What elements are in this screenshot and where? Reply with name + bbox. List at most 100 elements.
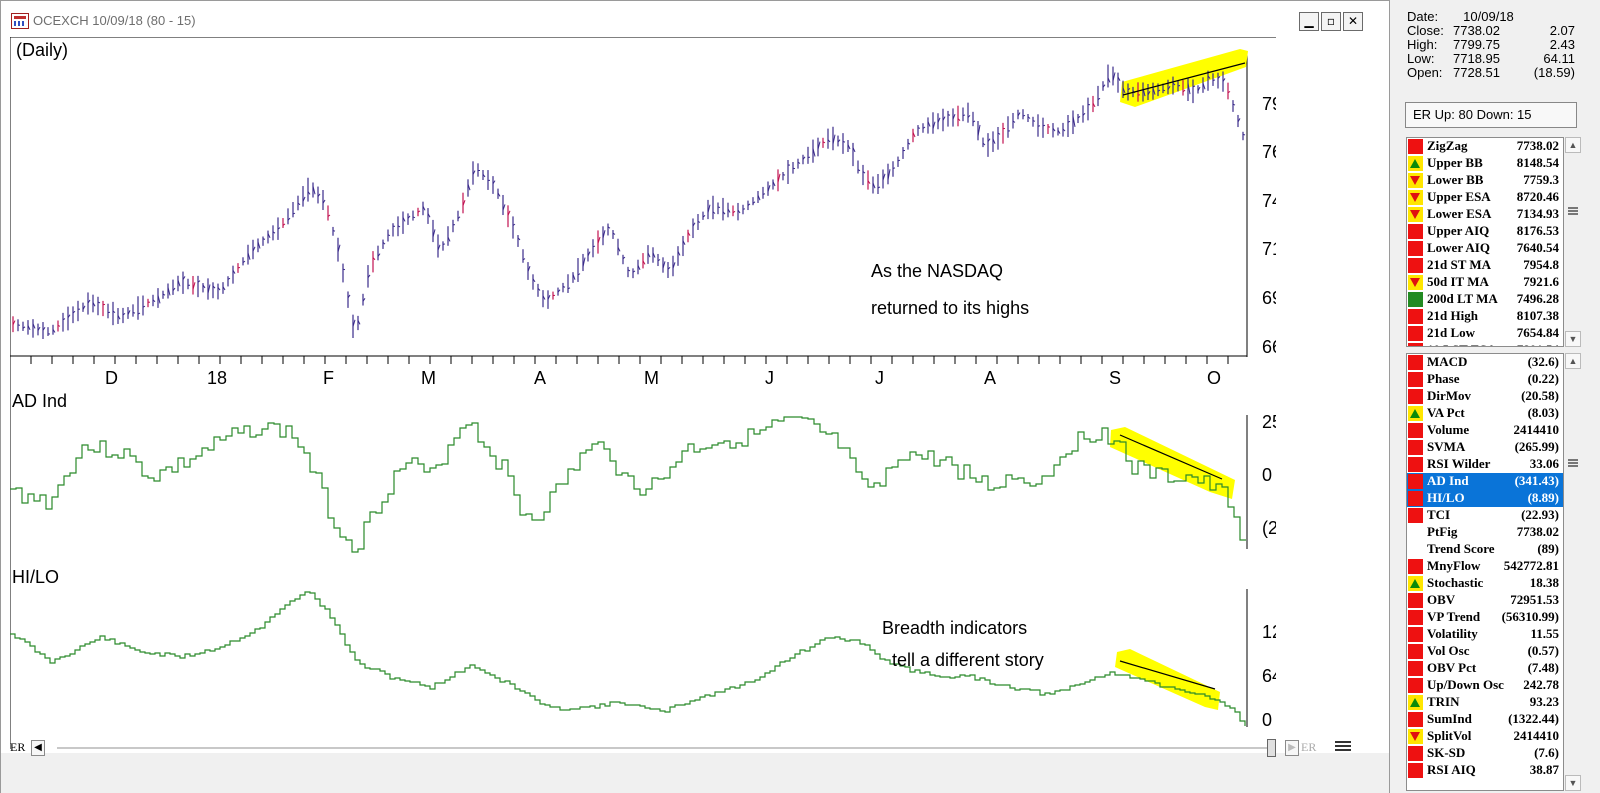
scroll-up-icon[interactable]: ▲ [1565, 353, 1581, 369]
indicator-list-bottom[interactable]: MACD (32.6) Phase (0.22) DirMov (20.58) VA Pct… [1406, 353, 1564, 791]
indicator-row[interactable]: 200d LT MA 7496.28 [1407, 291, 1563, 308]
price-bar-tick [312, 186, 316, 195]
indicator-value: 2414410 [1513, 728, 1560, 743]
indicator-value: 7496.28 [1516, 291, 1559, 306]
scroll-down-icon[interactable]: ▼ [1565, 331, 1581, 347]
indicator-row[interactable]: RSI AIQ 38.87 [1407, 762, 1563, 779]
indicator-row[interactable]: 10 LST ESA 7801.54 [1407, 342, 1563, 346]
er-label-left[interactable]: ER [10, 740, 26, 754]
scroll-grip-icon[interactable] [1568, 459, 1578, 467]
annotation-nasdaq-line2: returned to its highs [871, 298, 1029, 318]
scroll-right-button[interactable]: ▶ [1285, 740, 1299, 756]
indicator-row[interactable]: MnyFlow 542772.81 [1407, 558, 1563, 575]
price-bar-tick [987, 138, 991, 142]
price-bar-tick [302, 196, 306, 202]
price-bar-tick [157, 295, 161, 304]
indicator-row[interactable]: VP Trend (56310.99) [1407, 609, 1563, 626]
status-square-icon [1408, 258, 1423, 273]
indicator-row[interactable]: 21d ST MA 7954.8 [1407, 257, 1563, 274]
indicator-row[interactable]: Stochastic 18.38 [1407, 575, 1563, 592]
indicator-row[interactable]: Up/Down Osc 242.78 [1407, 677, 1563, 694]
indicator-row[interactable]: DirMov (20.58) [1407, 388, 1563, 405]
price-bar-tick [337, 244, 341, 253]
price-bar-tick [327, 214, 331, 217]
scroll-track[interactable] [57, 747, 1267, 749]
price-bar-tick [142, 305, 146, 308]
info-change: 2.43 [1549, 37, 1575, 52]
indicator-name: Trend Score [1427, 541, 1495, 556]
price-bar-tick [527, 266, 531, 272]
indicator-row[interactable]: HI/LO (8.89) [1407, 490, 1563, 507]
list-top-scrollbar[interactable]: ▲ ▼ [1565, 137, 1581, 347]
status-square-icon [1408, 139, 1423, 154]
price-bar-tick [152, 299, 156, 303]
price-bar-tick [937, 117, 941, 123]
indicator-row[interactable]: Volatility 11.55 [1407, 626, 1563, 643]
indicator-row[interactable]: VA Pct (8.03) [1407, 405, 1563, 422]
indicator-row[interactable]: RSI Wilder 33.06 [1407, 456, 1563, 473]
price-bar-tick [212, 285, 216, 289]
scroll-left-button[interactable]: ◀ [31, 740, 45, 756]
price-bar-tick [617, 247, 621, 252]
indicator-row[interactable]: Upper BB 8148.54 [1407, 155, 1563, 172]
indicator-value: (89) [1537, 541, 1559, 556]
price-bar-tick [197, 280, 201, 283]
status-square-icon [1408, 292, 1423, 307]
price-bar-tick [592, 245, 596, 248]
indicator-row[interactable]: Lower ESA 7134.93 [1407, 206, 1563, 223]
indicator-list-top[interactable]: ZigZag 7738.02 Upper BB 8148.54 Lower BB 7759… [1406, 137, 1564, 347]
indicator-name: RSI AIQ [1427, 762, 1476, 777]
indicator-row[interactable]: SumInd (1322.44) [1407, 711, 1563, 728]
indicator-row[interactable]: OBV Pct (7.48) [1407, 660, 1563, 677]
indicator-row[interactable]: Vol Osc (0.57) [1407, 643, 1563, 660]
indicator-row[interactable]: 21d Low 7654.84 [1407, 325, 1563, 342]
indicator-row[interactable]: OBV 72951.53 [1407, 592, 1563, 609]
price-bar-tick [922, 126, 926, 129]
indicator-row[interactable]: TRIN 93.23 [1407, 694, 1563, 711]
indicator-row[interactable]: Lower BB 7759.3 [1407, 172, 1563, 189]
menu-icon[interactable] [1335, 741, 1351, 755]
indicator-row[interactable]: SK-SD (7.6) [1407, 745, 1563, 762]
scroll-up-icon[interactable]: ▲ [1565, 137, 1581, 153]
minimize-button[interactable]: ▁ [1299, 12, 1319, 31]
indicator-row[interactable]: MACD (32.6) [1407, 354, 1563, 371]
restore-button[interactable]: ▫ [1321, 12, 1341, 31]
indicator-row[interactable]: Trend Score (89) [1407, 541, 1563, 558]
indicator-row[interactable]: AD Ind (341.43) [1407, 473, 1563, 490]
horizontal-scrollbar[interactable]: ER ◀ ▶ ER [1, 739, 1389, 793]
chart-area[interactable]: (Daily) AD Ind HI/LO 7936 7680 7424 7168… [9, 36, 1304, 749]
chart-app-icon[interactable] [11, 13, 29, 29]
price-bar-tick [262, 238, 266, 240]
price-bar-tick [82, 305, 86, 310]
indicator-row[interactable]: SplitVol 2414410 [1407, 728, 1563, 745]
indicator-row[interactable]: PtFig 7738.02 [1407, 524, 1563, 541]
indicator-name: SK-SD [1427, 745, 1466, 760]
indicator-row[interactable]: Volume 2414410 [1407, 422, 1563, 439]
indicator-row[interactable]: Upper ESA 8720.46 [1407, 189, 1563, 206]
indicator-row[interactable]: 21d High 8107.38 [1407, 308, 1563, 325]
indicator-row[interactable]: Upper AIQ 8176.53 [1407, 223, 1563, 240]
scroll-grip-icon[interactable] [1568, 207, 1578, 215]
chart-canvas[interactable]: (Daily) AD Ind HI/LO 7936 7680 7424 7168… [9, 36, 1304, 749]
indicator-row[interactable]: ZigZag 7738.02 [1407, 138, 1563, 155]
status-square-icon [1408, 241, 1423, 256]
close-button[interactable]: ✕ [1343, 12, 1363, 31]
indicator-row[interactable]: 50d IT MA 7921.6 [1407, 274, 1563, 291]
price-bar-tick [842, 141, 846, 143]
price-bar-tick [1072, 116, 1076, 127]
er-label-right[interactable]: ER [1301, 740, 1317, 754]
indicator-row[interactable]: SVMA (265.99) [1407, 439, 1563, 456]
scroll-down-icon[interactable]: ▼ [1565, 775, 1581, 791]
price-bar-tick [852, 147, 856, 153]
status-square-icon [1408, 763, 1423, 778]
indicator-value: (7.48) [1527, 660, 1559, 675]
indicator-row[interactable]: Phase (0.22) [1407, 371, 1563, 388]
indicator-value: 7921.6 [1523, 274, 1559, 289]
down-arrow-icon [1408, 207, 1423, 222]
indicator-row[interactable]: TCI (22.93) [1407, 507, 1563, 524]
price-bar-tick [502, 204, 506, 211]
list-bottom-scrollbar[interactable]: ▲ ▼ [1565, 353, 1581, 791]
indicator-row[interactable]: Lower AIQ 7640.54 [1407, 240, 1563, 257]
scroll-thumb[interactable] [1267, 739, 1276, 757]
info-value: 7728.51 [1453, 65, 1500, 80]
